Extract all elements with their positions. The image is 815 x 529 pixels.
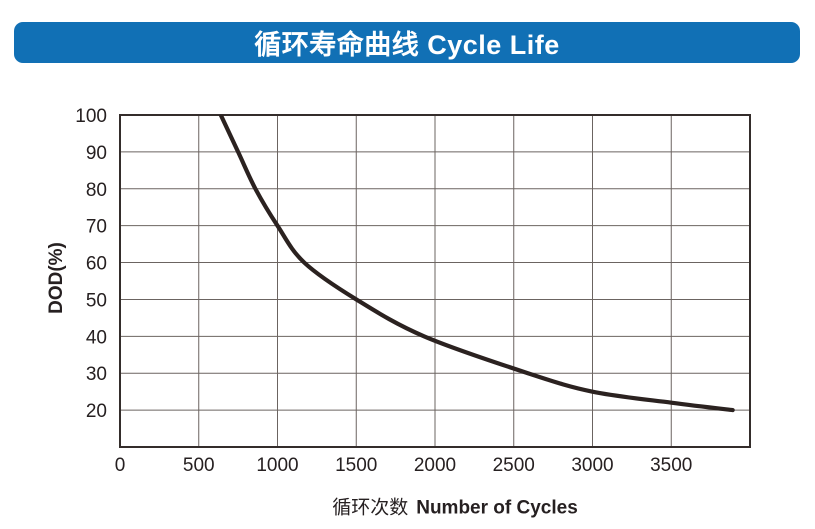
x-tick-label-3000: 3000: [571, 455, 613, 476]
y-tick-label-40: 40: [86, 327, 107, 348]
x-tick-label-1500: 1500: [335, 455, 377, 476]
x-axis-title: 循环次数 Number of Cycles: [332, 493, 578, 520]
y-tick-label-80: 80: [86, 180, 107, 201]
x-axis-title-cn: 循环次数: [332, 497, 409, 519]
y-tick-label-90: 90: [86, 143, 107, 164]
title-banner: 循环寿命曲线 Cycle Life: [14, 22, 800, 63]
y-tick-label-20: 20: [86, 401, 107, 422]
x-axis-title-en: Number of Cycles: [416, 497, 578, 519]
x-tick-label-2000: 2000: [414, 455, 456, 476]
plot-border: [119, 114, 751, 448]
y-tick-label-100: 100: [75, 106, 107, 127]
x-tick-label-0: 0: [115, 455, 126, 476]
y-tick-label-50: 50: [86, 290, 107, 311]
y-tick-label-30: 30: [86, 364, 107, 385]
x-tick-label-3500: 3500: [650, 455, 692, 476]
y-tick-label-60: 60: [86, 254, 107, 275]
y-axis-title: DOD(%): [46, 242, 67, 314]
x-tick-label-1000: 1000: [256, 455, 298, 476]
y-tick-label-70: 70: [86, 217, 107, 238]
cycle-life-curve: [218, 115, 735, 413]
x-tick-label-500: 500: [183, 455, 215, 476]
page-title: 循环寿命曲线 Cycle Life: [254, 30, 560, 60]
x-tick-label-2500: 2500: [493, 455, 535, 476]
